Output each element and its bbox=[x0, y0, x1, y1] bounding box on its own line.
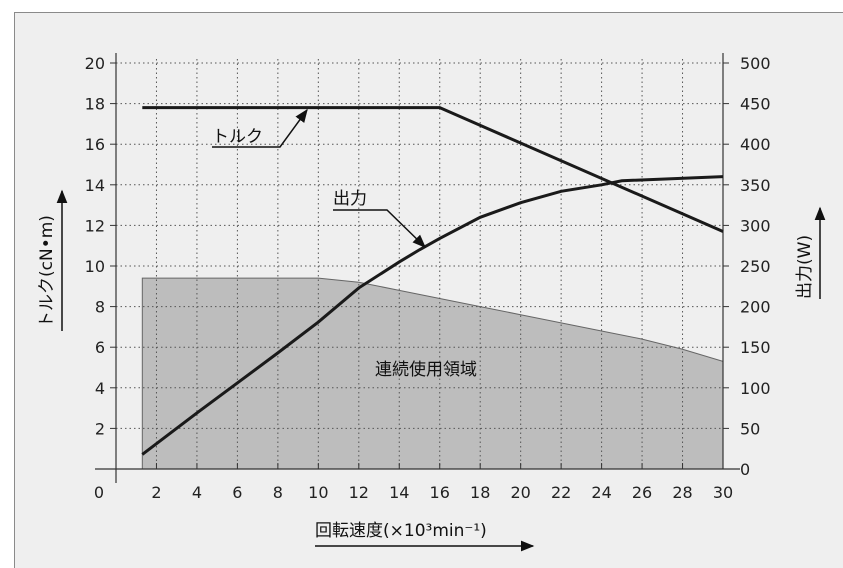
y-right-tick-label: 500 bbox=[740, 54, 771, 73]
y-left-tick-label: 8 bbox=[95, 298, 105, 317]
area-label: 連続使用領域 bbox=[375, 359, 477, 380]
x-axis-title: 回転速度(×10³min⁻¹) bbox=[315, 521, 487, 541]
x-tick-label: 16 bbox=[430, 483, 450, 502]
y-left-tick-label: 6 bbox=[95, 338, 105, 357]
y-left-tick-label: 18 bbox=[85, 95, 105, 114]
series-output-line bbox=[141, 175, 724, 456]
y-right-tick-label: 250 bbox=[740, 257, 771, 276]
x-tick-label: 18 bbox=[470, 483, 490, 502]
y-left-tick-label: 2 bbox=[95, 419, 105, 438]
chart-svg: 0 2 4 6 8 10 12 14 16 18 20 22 24 26 28 302468101214161… bbox=[37, 53, 826, 552]
y-right-tick-label: 350 bbox=[740, 176, 771, 195]
axis-ticks: 0 2 4 6 8 10 12 14 16 18 20 22 24 26 28 302468101214161… bbox=[85, 54, 771, 502]
x-tick-label: 12 bbox=[349, 483, 369, 502]
x-tick-label: 28 bbox=[672, 483, 692, 502]
y-right-tick-label: 400 bbox=[740, 135, 771, 154]
x-tick-label: 8 bbox=[273, 483, 283, 502]
y-left-tick-label: 4 bbox=[95, 379, 105, 398]
series-torque-line bbox=[142, 106, 724, 233]
x-tick-label: 0 bbox=[94, 483, 104, 502]
y-right-tick-label: 0 bbox=[740, 460, 750, 479]
x-tick-label: 30 bbox=[713, 483, 733, 502]
x-tick-label: 24 bbox=[591, 483, 611, 502]
output-annotation: 出力 bbox=[333, 189, 367, 209]
y-right-tick-label: 300 bbox=[740, 216, 771, 235]
y-right-tick-label: 150 bbox=[740, 338, 771, 357]
continuous-operation-area bbox=[141, 277, 724, 470]
y-right-tick-label: 50 bbox=[740, 419, 760, 438]
grid-lines bbox=[116, 59, 723, 469]
y-left-tick-label: 12 bbox=[85, 216, 105, 235]
y-right-tick-label: 450 bbox=[740, 95, 771, 114]
y-right-tick-label: 100 bbox=[740, 379, 771, 398]
x-tick-label: 22 bbox=[551, 483, 571, 502]
y-left-tick-label: 20 bbox=[85, 54, 105, 73]
y-left-tick-label: 10 bbox=[85, 257, 105, 276]
x-tick-label: 6 bbox=[232, 483, 242, 502]
x-tick-label: 2 bbox=[151, 483, 161, 502]
x-tick-label: 10 bbox=[308, 483, 328, 502]
y-right-tick-label: 200 bbox=[740, 298, 771, 317]
left-axis-title: トルク(cN•m) bbox=[37, 215, 57, 328]
chart-frame: 0 2 4 6 8 10 12 14 16 18 20 22 24 26 28 30 2 4 6 8 10 12 14 16 1… bbox=[14, 12, 843, 568]
torque-annotation: トルク bbox=[212, 127, 263, 147]
x-tick-label: 26 bbox=[632, 483, 652, 502]
y-left-tick-label: 16 bbox=[85, 135, 105, 154]
torque-leader-line bbox=[212, 108, 308, 148]
x-tick-label: 4 bbox=[192, 483, 202, 502]
output-leader-line bbox=[333, 209, 426, 248]
x-tick-label: 14 bbox=[389, 483, 409, 502]
y-left-tick-label: 14 bbox=[85, 176, 105, 195]
right-axis-title: 出力(W) bbox=[795, 235, 815, 299]
x-tick-label: 20 bbox=[510, 483, 530, 502]
